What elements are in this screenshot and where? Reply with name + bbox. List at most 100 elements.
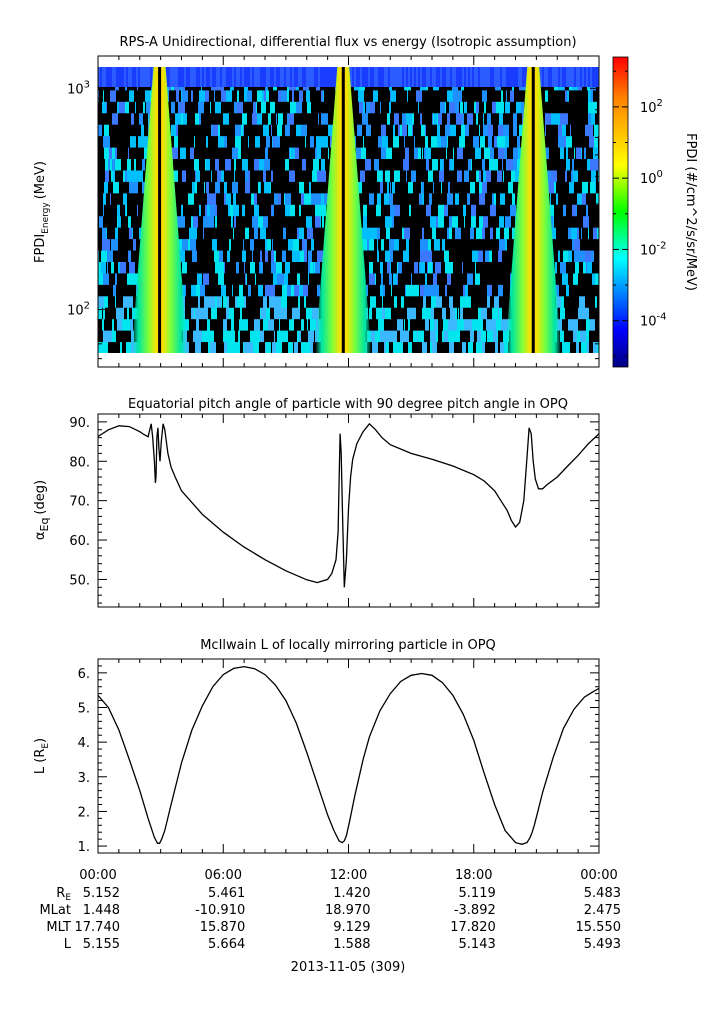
flux-cell (115, 227, 118, 240)
flux-cell (423, 284, 424, 297)
flux-cell (480, 238, 484, 251)
flux-cell (448, 318, 454, 331)
flux-cell (143, 101, 145, 114)
flux-cell-top (318, 67, 320, 87)
flux-cell (410, 192, 412, 205)
flux-cell (425, 101, 429, 114)
flux-cell (414, 261, 418, 274)
flux-cell (102, 227, 103, 240)
flux-cell (205, 89, 209, 102)
flux-cell (129, 261, 135, 274)
flux-cell (225, 261, 231, 274)
flux-cell (224, 341, 227, 354)
flux-cell (189, 101, 193, 114)
flux-cell (406, 272, 408, 285)
flux-cell-top (128, 67, 130, 87)
flux-cell (117, 124, 120, 137)
flux-cell (487, 330, 493, 343)
flux-cell (133, 238, 136, 251)
flux-cell (593, 307, 597, 320)
flux-cell (192, 250, 197, 262)
flux-cell (403, 318, 404, 331)
flux-cell (448, 135, 450, 148)
flux-cell-top (390, 67, 392, 87)
flux-cell (127, 215, 128, 228)
flux-cell (126, 261, 129, 274)
flux-cell (371, 158, 374, 171)
flux-cell-top (266, 67, 268, 87)
flux-cell (358, 204, 363, 217)
flux-cell (379, 215, 380, 228)
ephemeris-value-2-2: 9.129 (333, 920, 370, 935)
flux-cell (382, 204, 385, 217)
flux-cell (411, 307, 416, 320)
flux-cell (214, 89, 215, 102)
flux-cell-top (258, 67, 260, 87)
flux-cell (494, 295, 499, 308)
flux-cell (209, 227, 214, 240)
flux-cell (202, 112, 208, 125)
flux-cell (492, 181, 498, 194)
flux-cell (458, 215, 464, 228)
flux-cell (314, 238, 319, 251)
flux-cell (286, 250, 292, 262)
flux-cell (194, 135, 195, 148)
flux-cell (397, 238, 399, 251)
flux-cell (241, 124, 243, 137)
flux-cell (263, 215, 268, 228)
flux-cell (593, 124, 594, 137)
flux-cell (487, 261, 492, 274)
flux-cell-top (574, 67, 576, 87)
flux-cell-top (442, 67, 444, 87)
flux-cell (424, 227, 428, 240)
colorbar-label: FPDI (#/cm^2/s/sr/MeV) (683, 133, 698, 291)
flux-cell (184, 135, 187, 148)
flux-cell (252, 284, 258, 297)
flux-cell (440, 124, 445, 137)
flux-cell (557, 169, 562, 182)
flux-cell (290, 227, 295, 240)
flux-cell (226, 215, 231, 228)
flux-cell-top (454, 67, 456, 87)
flux-cell (130, 318, 133, 331)
flux-cell (360, 158, 361, 171)
flux-cell (427, 341, 430, 354)
flux-cell (132, 181, 138, 194)
flux-cell (594, 215, 599, 228)
flux-cell (436, 89, 437, 102)
flux-cell (548, 124, 554, 137)
flux-cell (218, 112, 221, 125)
flux-cell (291, 147, 295, 160)
flux-cell (226, 147, 229, 160)
flux-cell (291, 272, 293, 285)
flux-cell (210, 158, 215, 171)
flux-cell (363, 272, 369, 285)
flux-cell (448, 181, 450, 194)
flux-cell (223, 238, 224, 251)
flux-cell (506, 284, 510, 297)
flux-cell (304, 215, 306, 228)
flux-cell (417, 272, 423, 285)
flux-cell (446, 227, 447, 240)
flux-cell (120, 169, 123, 182)
flux-cell (440, 147, 446, 160)
flux-cell (188, 238, 190, 251)
flux-cell (405, 147, 409, 160)
flux-cell (299, 89, 303, 102)
flux-cell (381, 147, 386, 160)
flux-cell-top (450, 67, 452, 87)
flux-cell (565, 307, 568, 320)
flux-cell (375, 112, 378, 125)
time-axis-labels: 00:00 06:00 12:00 18:00 00:00 (79, 868, 617, 883)
flux-cell (430, 330, 436, 343)
flux-cell (370, 169, 376, 182)
flux-cell-top (452, 67, 454, 87)
flux-cell (227, 295, 229, 308)
flux-cell (320, 215, 321, 228)
flux-cell (313, 227, 318, 240)
flux-cell (132, 147, 136, 160)
flux-cell (385, 307, 387, 320)
flux-cell (305, 238, 306, 251)
flux-cell (391, 89, 396, 102)
